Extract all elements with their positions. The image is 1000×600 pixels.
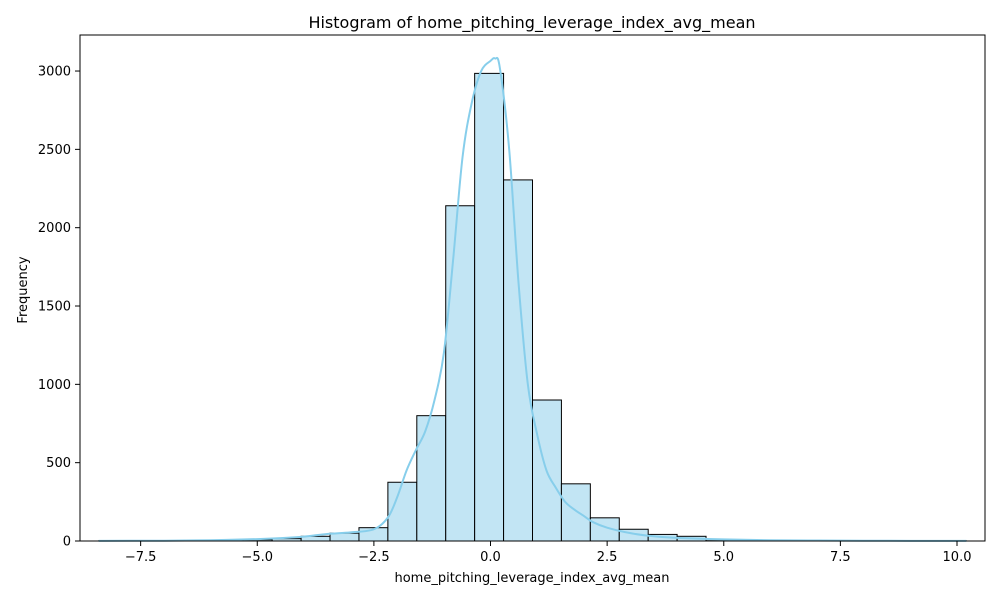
histogram-bar	[416, 415, 447, 542]
y-tick-label: 1500	[38, 300, 71, 315]
x-tick-label: −2.5	[358, 550, 390, 565]
chart-title: Histogram of home_pitching_leverage_inde…	[308, 13, 755, 33]
x-tick-label: 10.0	[943, 550, 972, 565]
histogram-bar	[503, 179, 534, 542]
histogram-bar	[474, 72, 505, 542]
y-tick-label: 3000	[38, 65, 71, 80]
kde-curve-group	[98, 56, 967, 542]
y-axis-ticks: 0 500 1000 1500 2000 2500 3000	[38, 65, 80, 550]
y-axis-label: Frequency	[16, 256, 31, 323]
x-axis-label: home_pitching_leverage_index_avg_mean	[394, 571, 669, 586]
plot-frame	[79, 34, 986, 542]
x-axis-ticks: −7.5 −5.0 −2.5 0.0 2.5 5.0 7.5 10.0	[125, 541, 972, 565]
x-tick-label: 7.5	[830, 550, 851, 565]
y-tick-label: 0	[63, 535, 71, 550]
y-tick-label: 1000	[38, 378, 71, 393]
kde-curve	[98, 56, 967, 542]
y-tick-label: 2500	[38, 143, 71, 158]
histogram-bars	[98, 72, 967, 542]
x-tick-label: 2.5	[597, 550, 618, 565]
histogram-bar	[560, 483, 591, 542]
y-tick-label: 2000	[38, 221, 71, 236]
y-tick-label: 500	[46, 456, 71, 471]
x-tick-label: −7.5	[125, 550, 157, 565]
histogram-bar	[445, 205, 476, 542]
x-tick-label: 0.0	[480, 550, 501, 565]
x-tick-label: −5.0	[241, 550, 273, 565]
x-tick-label: 5.0	[713, 550, 734, 565]
